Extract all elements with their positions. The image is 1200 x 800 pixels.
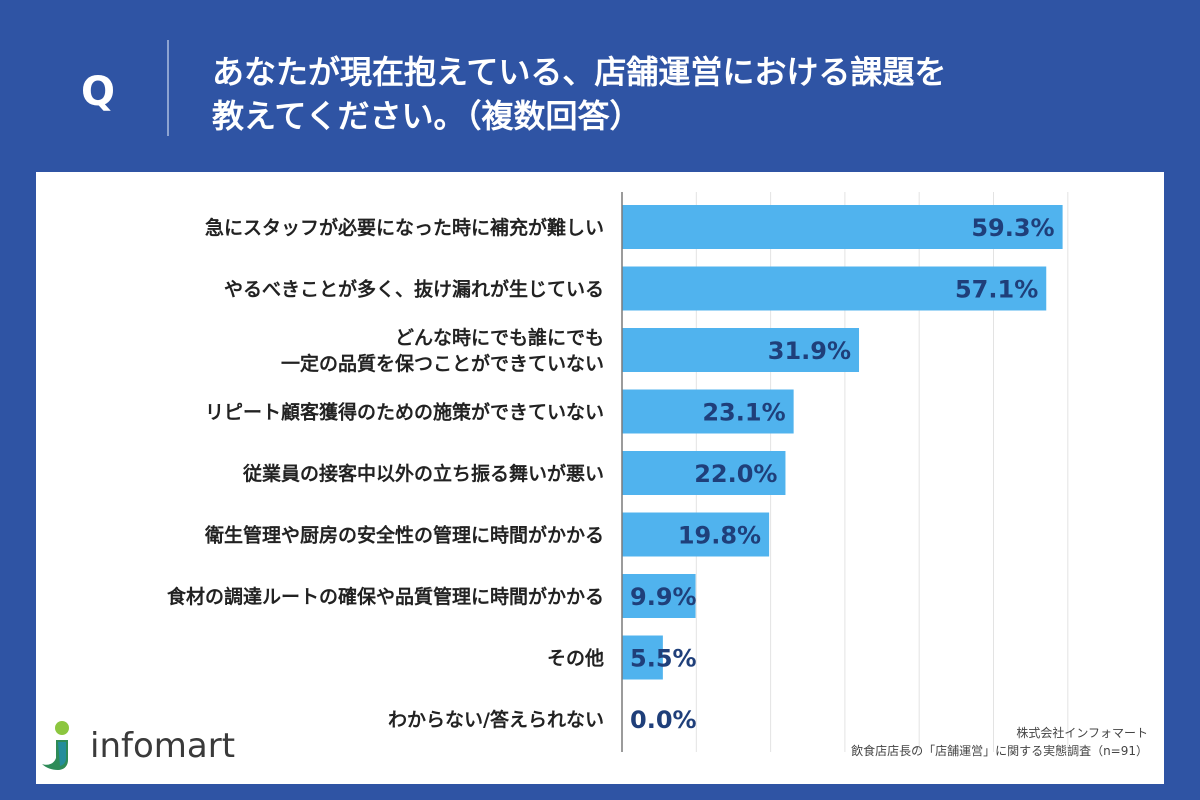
bar-value-label: 31.9%: [768, 337, 851, 365]
bar-value-label: 0.0%: [630, 706, 697, 734]
category-label: 一定の品質を保つことができていない: [281, 352, 604, 375]
bar-value-label: 9.9%: [630, 583, 697, 611]
logo-text: infomart: [90, 726, 236, 766]
question-text: あなたが現在抱えている、店舗運営における課題を 教えてください。（複数回答）: [212, 50, 1112, 138]
source-credit: 株式会社インフォマート 飲食店店長の「店舗運営」に関する実態調査（n=91）: [851, 724, 1148, 760]
bar: [622, 451, 786, 495]
category-label: 食材の調達ルートの確保や品質管理に時間がかかる: [167, 585, 604, 608]
question-line-2: 教えてください。（複数回答）: [212, 97, 642, 135]
company-name: 株式会社インフォマート: [1016, 726, 1148, 740]
infomart-logo-icon: [42, 721, 69, 770]
category-label: リピート顧客獲得のための施策ができていない: [205, 401, 604, 424]
survey-source: 飲食店店長の「店舗運営」に関する実態調査（n=91）: [851, 744, 1148, 758]
bar-value-label: 22.0%: [694, 460, 777, 488]
category-label: どんな時にでも誰にでも: [395, 326, 604, 349]
question-header: Q あなたが現在抱えている、店舗運営における課題を 教えてください。（複数回答）: [0, 0, 1200, 172]
bar: [622, 328, 860, 372]
bar-value-label: 19.8%: [678, 522, 761, 550]
question-marker: Q: [80, 69, 115, 115]
question-line-1: あなたが現在抱えている、店舗運営における課題を: [212, 53, 947, 91]
bar: [622, 205, 1063, 249]
bar-value-label: 59.3%: [971, 214, 1054, 242]
category-label: 衛生管理や厨房の安全性の管理に時間がかかる: [204, 524, 604, 547]
bar: [622, 389, 794, 434]
header-divider: [167, 40, 169, 136]
bar-value-label: 23.1%: [702, 399, 785, 427]
bar: [622, 635, 663, 680]
category-label: やるべきことが多く、抜け漏れが生じている: [224, 278, 604, 301]
bar: [622, 266, 1047, 311]
infomart-logo: infomart: [40, 716, 235, 776]
category-label: その他: [547, 647, 604, 670]
category-label: 急にスタッフが必要になった時に補充が難しい: [205, 216, 604, 239]
category-label: わからない/答えられない: [388, 708, 604, 731]
bar: [622, 574, 696, 618]
bar: [622, 512, 770, 557]
bar-value-label: 57.1%: [955, 276, 1038, 304]
category-label: 従業員の接客中以外の立ち振る舞いが悪い: [242, 462, 604, 485]
bar-value-label: 5.5%: [630, 645, 697, 673]
